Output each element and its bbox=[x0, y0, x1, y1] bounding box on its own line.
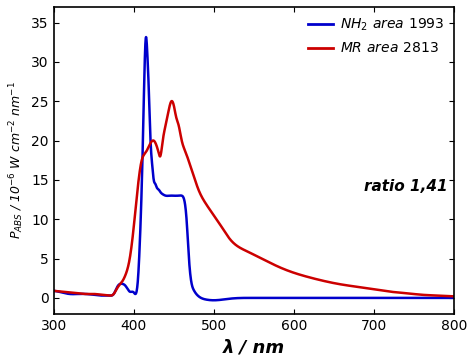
Legend: $\mathit{NH_2}$ $\mathit{area}$ $\mathit{1993}$, $\mathit{MR}$ $\mathit{area}$ $: $\mathit{NH_2}$ $\mathit{area}$ $\mathit… bbox=[302, 11, 450, 61]
X-axis label: λ / nm: λ / nm bbox=[223, 338, 285, 356]
Y-axis label: $\mathit{P}_{ABS}$ / 10$^{-6}$ W cm$^{-2}$ nm$^{-1}$: $\mathit{P}_{ABS}$ / 10$^{-6}$ W cm$^{-2… bbox=[7, 81, 26, 239]
Text: ratio 1,41: ratio 1,41 bbox=[364, 179, 448, 194]
